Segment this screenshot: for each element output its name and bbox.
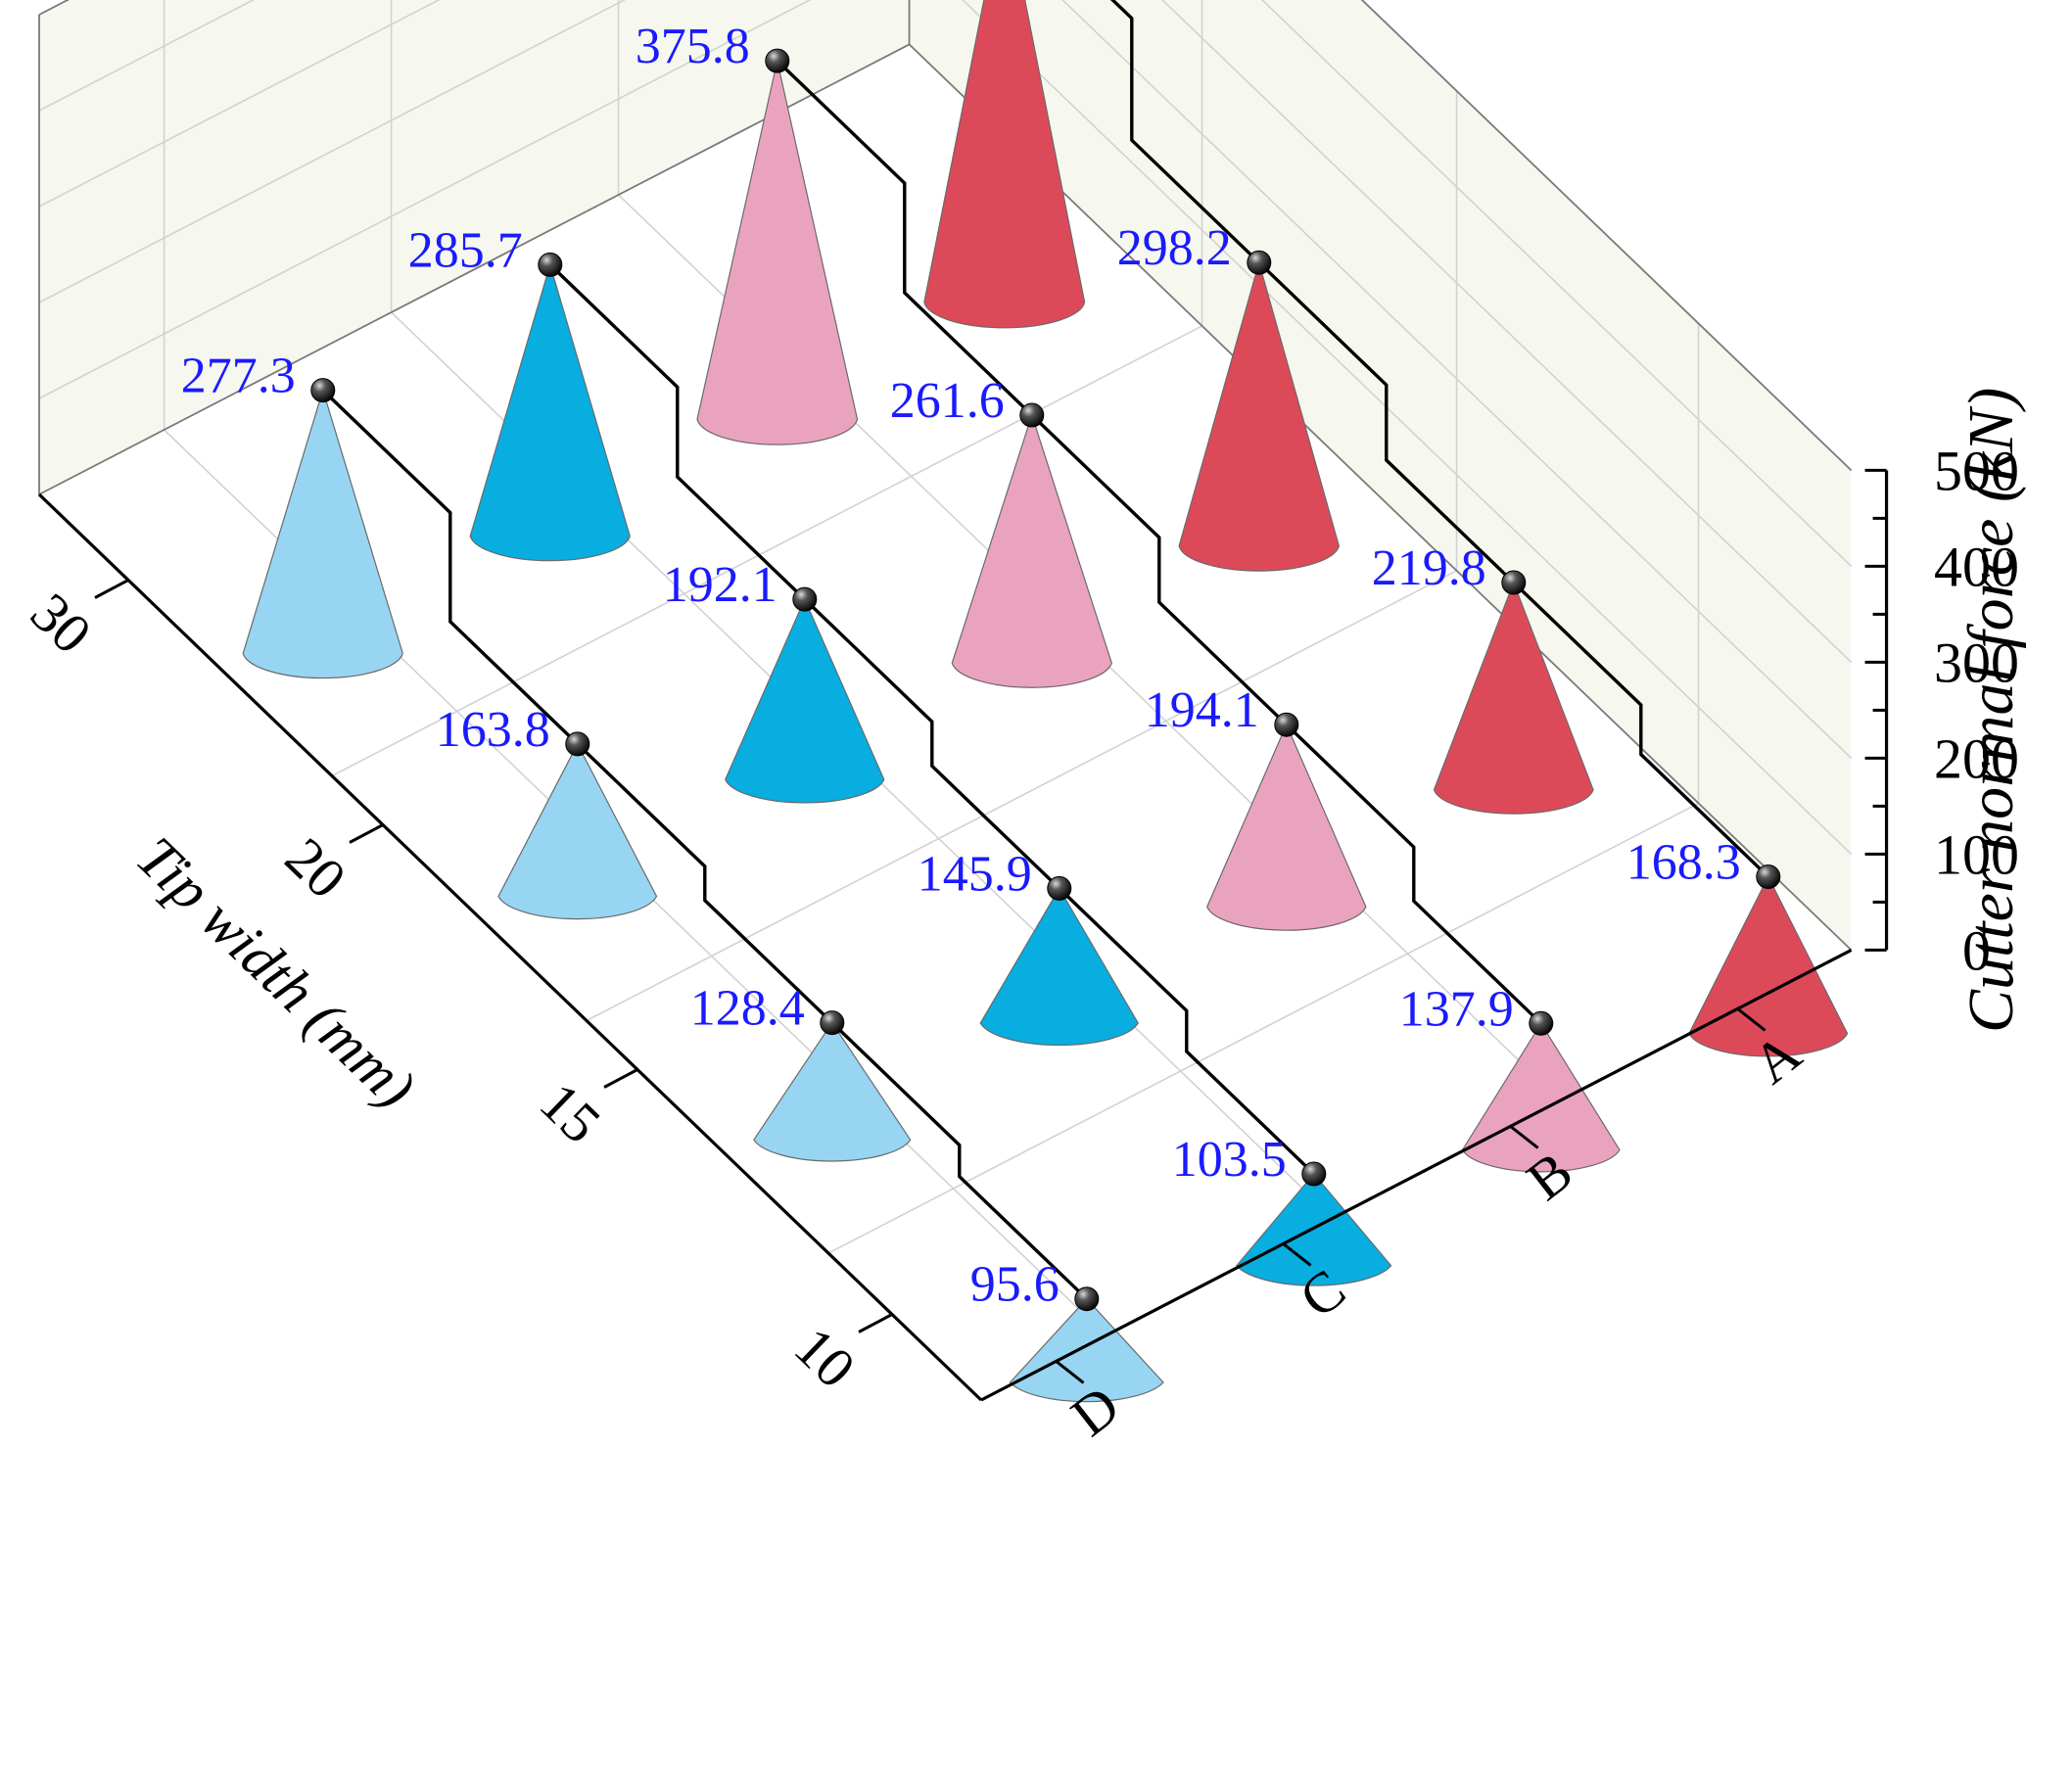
x-tick bbox=[603, 1068, 638, 1089]
cone-B-20 bbox=[951, 413, 1112, 688]
step-line-A bbox=[1109, 0, 1769, 878]
data-label-C-30: 285.7 bbox=[408, 222, 523, 278]
data-label-B-10: 137.9 bbox=[1399, 981, 1514, 1037]
data-label-D-30: 277.3 bbox=[181, 349, 296, 404]
z-tick-label-200: 200 bbox=[1934, 726, 2019, 790]
y-tick bbox=[1282, 1242, 1312, 1267]
z-axis-title: Cutter normal force (kN) bbox=[1955, 388, 2027, 1033]
data-label-B-30: 375.8 bbox=[636, 19, 750, 74]
marker-C-20 bbox=[792, 586, 818, 612]
x-tick bbox=[94, 579, 129, 599]
x-tick-label-15: 15 bbox=[528, 1070, 613, 1155]
cone-A-20 bbox=[1178, 259, 1341, 572]
x-axis-line bbox=[37, 492, 983, 1402]
top-back-edge bbox=[38, 0, 1853, 472]
data-label-D-15: 128.4 bbox=[690, 981, 805, 1037]
data-label-A-10: 168.3 bbox=[1626, 835, 1741, 891]
marker-D-15 bbox=[820, 1010, 845, 1036]
cone-C-15 bbox=[979, 887, 1139, 1047]
marker-C-10 bbox=[1301, 1161, 1327, 1187]
z-gridline bbox=[38, 0, 1853, 567]
cone-D-20 bbox=[497, 742, 658, 920]
z-gridline bbox=[38, 0, 1853, 663]
cone-D-15 bbox=[753, 1021, 912, 1162]
x-tick-label-30: 30 bbox=[19, 581, 104, 666]
cone-B-10 bbox=[1461, 1022, 1621, 1173]
step-line-D bbox=[321, 389, 1088, 1300]
marker-B-10 bbox=[1529, 1010, 1554, 1036]
cone-A-30 bbox=[923, 0, 1086, 329]
z-gridline bbox=[38, 0, 1853, 759]
marker-D-20 bbox=[565, 731, 590, 757]
data-label-C-15: 145.9 bbox=[918, 846, 1032, 902]
marker-B-30 bbox=[765, 48, 790, 73]
z-tick-label-0: 0 bbox=[1962, 918, 1991, 982]
x-tick bbox=[858, 1313, 893, 1333]
x-tick-label-10: 10 bbox=[782, 1315, 868, 1400]
z-gridline bbox=[38, 0, 1853, 855]
floor-gridline bbox=[586, 570, 1457, 1022]
data-label-C-20: 192.1 bbox=[663, 557, 777, 613]
cone-B-30 bbox=[696, 60, 859, 445]
cone-C-30 bbox=[469, 262, 631, 562]
right-back-wall bbox=[909, 0, 1852, 951]
data-label-B-15: 194.1 bbox=[1145, 682, 1259, 738]
marker-D-30 bbox=[310, 378, 336, 403]
cone-B-15 bbox=[1206, 723, 1367, 931]
cone-D-30 bbox=[242, 388, 403, 679]
cone-D-10 bbox=[1009, 1297, 1164, 1403]
marker-D-10 bbox=[1074, 1286, 1100, 1312]
cone-A-15 bbox=[1433, 581, 1594, 815]
y-axis-line bbox=[980, 948, 1853, 1402]
step-line-C bbox=[548, 263, 1315, 1176]
marker-C-30 bbox=[538, 252, 563, 277]
marker-A-10 bbox=[1756, 865, 1781, 889]
y-tick bbox=[1509, 1125, 1539, 1149]
x-tick-label-20: 20 bbox=[273, 825, 358, 911]
data-label-C-10: 103.5 bbox=[1172, 1132, 1287, 1188]
step-line-B bbox=[776, 59, 1542, 1025]
z-tick-label-500: 500 bbox=[1934, 439, 2019, 502]
data-label-A-15: 219.8 bbox=[1372, 540, 1486, 596]
marker-A-20 bbox=[1247, 250, 1272, 275]
y-tick bbox=[1736, 1007, 1766, 1032]
z-tick-label-400: 400 bbox=[1934, 535, 2019, 598]
left-back-wall bbox=[39, 0, 910, 494]
cone-C-20 bbox=[725, 597, 885, 804]
marker-A-15 bbox=[1501, 570, 1527, 595]
y-tick bbox=[1055, 1360, 1085, 1384]
marker-B-20 bbox=[1019, 402, 1045, 428]
marker-B-15 bbox=[1274, 712, 1299, 737]
z-tick-label-100: 100 bbox=[1934, 822, 2019, 886]
data-label-A-20: 298.2 bbox=[1117, 220, 1232, 276]
data-label-D-20: 163.8 bbox=[436, 702, 550, 758]
floor-gridline bbox=[331, 325, 1202, 777]
cone-A-10 bbox=[1688, 875, 1849, 1057]
z-tick-label-300: 300 bbox=[1934, 631, 2019, 694]
data-label-B-20: 261.6 bbox=[890, 373, 1005, 429]
x-tick bbox=[349, 823, 384, 844]
data-label-D-10: 95.6 bbox=[970, 1257, 1060, 1313]
floor-gridline bbox=[827, 802, 1699, 1254]
marker-C-15 bbox=[1047, 875, 1072, 901]
